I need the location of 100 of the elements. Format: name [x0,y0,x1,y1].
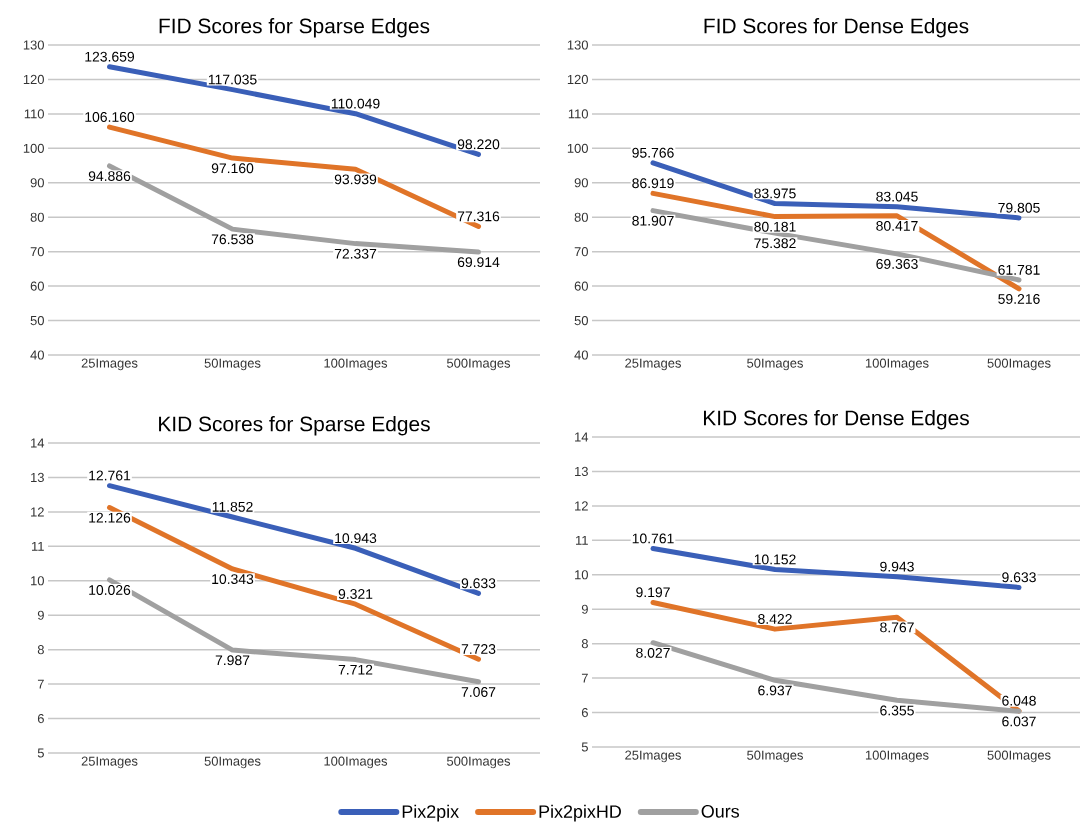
data-label: 7.712 [338,664,373,675]
y-tick-label: 14 [31,438,45,448]
legend-label: Pix2pixHD [539,804,621,822]
data-label: 79.805 [998,202,1040,213]
y-tick-label: 9 [581,604,588,614]
y-tick-label: 100 [23,143,44,153]
data-label: 83.975 [754,188,796,199]
data-label: 12.761 [89,470,131,481]
y-tick-label: 13 [31,472,44,483]
data-label: 9.633 [461,578,496,589]
y-tick-label: 12 [575,501,588,511]
x-tick-label: 100Images [865,750,929,763]
y-tick-label: 10 [575,570,588,580]
data-label: 110.049 [331,98,380,109]
chart-title: FID Scores for Dense Edges [704,18,969,38]
data-label: 94.886 [88,171,131,182]
chart-title: FID Scores for Sparse Edges [159,18,430,38]
x-tick-label: 50Images [747,750,803,763]
data-label: 80.417 [876,220,918,231]
x-tick-label: 25Images [625,750,681,763]
legend-label: Pix2pix [402,804,459,822]
data-label: 97.160 [211,163,254,174]
y-tick-label: 130 [23,40,44,50]
y-tick-label: 110 [24,109,44,119]
data-label: 59.216 [998,293,1040,304]
data-label: 7.987 [215,655,250,666]
data-label: 106.160 [85,112,135,122]
data-label: 11.852 [212,501,253,512]
data-label: 8.422 [758,614,792,624]
data-label: 10.943 [335,533,377,544]
y-tick-label: 40 [574,350,588,360]
x-tick-label: 25Images [81,756,138,769]
data-label: 10.761 [632,533,674,544]
data-label: 81.907 [632,215,674,226]
y-tick-label: 40 [30,350,44,360]
data-label: 9.633 [1002,572,1036,583]
y-tick-label: 10 [31,576,44,586]
x-tick-label: 500Images [446,358,511,371]
y-tick-label: 80 [574,212,588,222]
y-tick-label: 50 [574,315,588,326]
data-label: 7.723 [461,644,496,655]
data-label: 77.316 [457,211,500,222]
data-label: 69.363 [876,259,918,269]
data-label: 9.321 [338,589,373,599]
y-tick-label: 12 [31,507,44,517]
x-tick-label: 50Images [204,358,261,371]
data-label: 75.382 [754,238,796,249]
y-tick-label: 5 [37,748,44,758]
data-label: 7.067 [461,686,496,697]
y-tick-label: 90 [30,178,44,188]
data-label: 8.027 [636,647,670,658]
x-tick-label: 50Images [204,756,261,769]
y-tick-label: 5 [581,742,588,752]
data-label: 72.337 [334,248,377,259]
data-label: 6.048 [1002,695,1036,706]
x-tick-label: 500Images [987,358,1051,371]
data-label: 76.538 [211,234,254,245]
y-tick-label: 7 [581,673,588,683]
x-tick-label: 25Images [81,358,138,371]
data-label: 86.919 [632,178,674,189]
x-tick-label: 100Images [865,358,929,371]
y-tick-label: 120 [23,74,44,85]
y-tick-label: 9 [37,610,44,620]
y-tick-label: 13 [575,466,588,477]
data-label: 9.197 [636,587,670,598]
y-tick-label: 14 [575,432,589,442]
y-tick-label: 7 [37,679,44,689]
y-tick-label: 6 [581,707,588,718]
y-tick-label: 60 [574,281,588,291]
data-label: 98.220 [457,139,500,150]
data-label: 95.766 [632,147,674,158]
data-label: 6.937 [758,685,792,696]
x-tick-label: 25Images [625,358,681,371]
data-label: 8.767 [880,622,914,633]
y-tick-label: 60 [30,281,44,291]
data-label: 93.939 [334,174,377,185]
legend-label: Ours [701,804,740,818]
y-tick-label: 11 [576,535,588,545]
data-label: 83.045 [876,191,918,202]
data-label: 6.355 [880,705,914,716]
y-tick-label: 90 [574,178,588,188]
x-tick-label: 50Images [747,358,803,371]
data-label: 6.037 [1002,716,1036,727]
x-tick-label: 500Images [987,750,1051,763]
x-tick-label: 100Images [324,358,388,371]
data-label: 12.126 [89,512,131,523]
y-tick-label: 8 [581,639,588,649]
y-tick-label: 120 [567,74,588,85]
data-label: 123.659 [85,51,135,62]
y-tick-label: 110 [568,109,588,119]
data-label: 10.152 [754,554,796,565]
data-label: 9.943 [880,561,914,572]
y-tick-label: 8 [37,645,44,655]
x-tick-label: 500Images [446,756,511,769]
y-tick-label: 11 [32,541,44,551]
data-label: 69.914 [457,257,500,268]
y-tick-label: 6 [37,713,44,724]
y-tick-label: 70 [30,247,44,257]
data-label: 10.026 [89,585,131,595]
y-tick-label: 70 [574,247,588,257]
